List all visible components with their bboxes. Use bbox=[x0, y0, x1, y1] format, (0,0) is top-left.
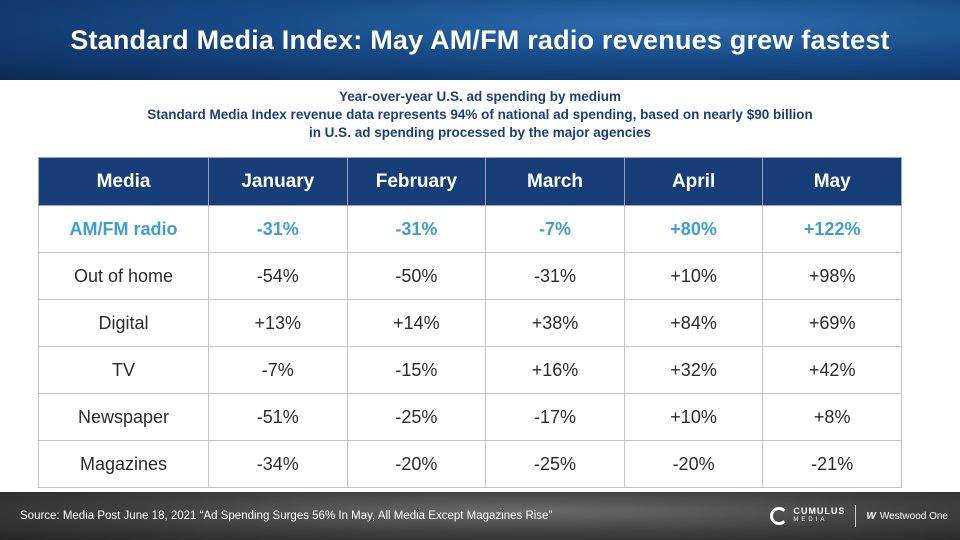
value-cell: -25% bbox=[485, 440, 625, 488]
header-may: May bbox=[762, 157, 902, 206]
value-cell: -15% bbox=[346, 346, 487, 394]
table-row: Newspaper -51% -25% -17% +10% +8% bbox=[38, 393, 902, 441]
cumulus-logo: CUMULUS MEDIA bbox=[770, 507, 845, 525]
slide-title: Standard Media Index: May AM/FM radio re… bbox=[70, 25, 890, 55]
value-cell: +10% bbox=[623, 393, 764, 441]
value-cell: -31% bbox=[485, 252, 625, 300]
value-cell: -7% bbox=[208, 346, 348, 394]
value-cell: +42% bbox=[762, 346, 902, 394]
cumulus-logo-subtext: MEDIA bbox=[793, 517, 828, 523]
value-cell: +98% bbox=[762, 252, 902, 300]
table-header-row: Media January February March April May bbox=[38, 157, 902, 206]
header-february: February bbox=[346, 157, 487, 206]
value-cell: -54% bbox=[208, 252, 348, 300]
value-cell: -20% bbox=[623, 440, 764, 488]
subtitle-line-1: Year-over-year U.S. ad spending by mediu… bbox=[338, 89, 622, 104]
value-cell: +84% bbox=[623, 299, 764, 347]
media-name-cell: Newspaper bbox=[38, 393, 209, 441]
table-row: TV -7% -15% +16% +32% +42% bbox=[38, 346, 902, 394]
value-cell: -25% bbox=[346, 393, 487, 441]
value-cell: -21% bbox=[762, 440, 902, 488]
header-march: March bbox=[485, 157, 625, 206]
value-cell: -31% bbox=[208, 205, 348, 253]
value-cell: -34% bbox=[208, 440, 348, 488]
value-cell: +122% bbox=[762, 205, 902, 253]
value-cell: -51% bbox=[208, 393, 348, 441]
media-name-cell: Digital bbox=[38, 299, 209, 347]
header-january: January bbox=[208, 157, 348, 206]
table-row: Digital +13% +14% +38% +84% +69% bbox=[38, 299, 902, 347]
media-name-cell: Magazines bbox=[38, 440, 209, 488]
cumulus-mark-icon bbox=[770, 507, 789, 525]
value-cell: +16% bbox=[485, 346, 625, 394]
value-cell: -7% bbox=[485, 205, 625, 253]
header-april: April bbox=[623, 157, 764, 206]
media-name-cell: TV bbox=[38, 346, 209, 394]
value-cell: +14% bbox=[346, 299, 487, 347]
value-cell: +80% bbox=[623, 205, 764, 253]
table-row: Out of home -54% -50% -31% +10% +98% bbox=[38, 252, 902, 300]
value-cell: +69% bbox=[762, 299, 902, 347]
westwood-mark-icon: W bbox=[866, 510, 876, 522]
ad-spending-table: Media January February March April May A… bbox=[38, 157, 902, 488]
westwood-one-logo: W Westwood One bbox=[866, 511, 948, 522]
footer-bar: Source: Media Post June 18, 2021 “Ad Spe… bbox=[0, 492, 960, 540]
subtitle-line-3: in U.S. ad spending processed by the maj… bbox=[308, 125, 652, 140]
header-media: Media bbox=[38, 157, 209, 206]
logo-divider bbox=[855, 505, 857, 527]
value-cell: -50% bbox=[346, 252, 487, 300]
footer-logos: CUMULUS MEDIA W Westwood One bbox=[770, 492, 948, 540]
table-row: Magazines -34% -20% -25% -20% -21% bbox=[38, 440, 902, 488]
value-cell: +32% bbox=[623, 346, 764, 394]
value-cell: -17% bbox=[485, 393, 625, 441]
value-cell: +10% bbox=[623, 252, 764, 300]
table-row: AM/FM radio -31% -31% -7% +80% +122% bbox=[38, 205, 902, 253]
value-cell: +38% bbox=[485, 299, 625, 347]
media-name-cell: AM/FM radio bbox=[38, 205, 209, 253]
title-banner: Standard Media Index: May AM/FM radio re… bbox=[0, 0, 960, 80]
subtitle-line-2: Standard Media Index revenue data repres… bbox=[147, 107, 813, 122]
cumulus-logo-text: CUMULUS bbox=[793, 506, 846, 516]
subtitle-block: Year-over-year U.S. ad spending by mediu… bbox=[0, 88, 960, 142]
media-name-cell: Out of home bbox=[38, 252, 209, 300]
value-cell: -31% bbox=[346, 205, 487, 253]
value-cell: -20% bbox=[346, 440, 487, 488]
value-cell: +8% bbox=[762, 393, 902, 441]
source-citation: Source: Media Post June 18, 2021 “Ad Spe… bbox=[20, 510, 553, 522]
value-cell: +13% bbox=[208, 299, 348, 347]
westwood-logo-text: Westwood One bbox=[879, 510, 948, 522]
